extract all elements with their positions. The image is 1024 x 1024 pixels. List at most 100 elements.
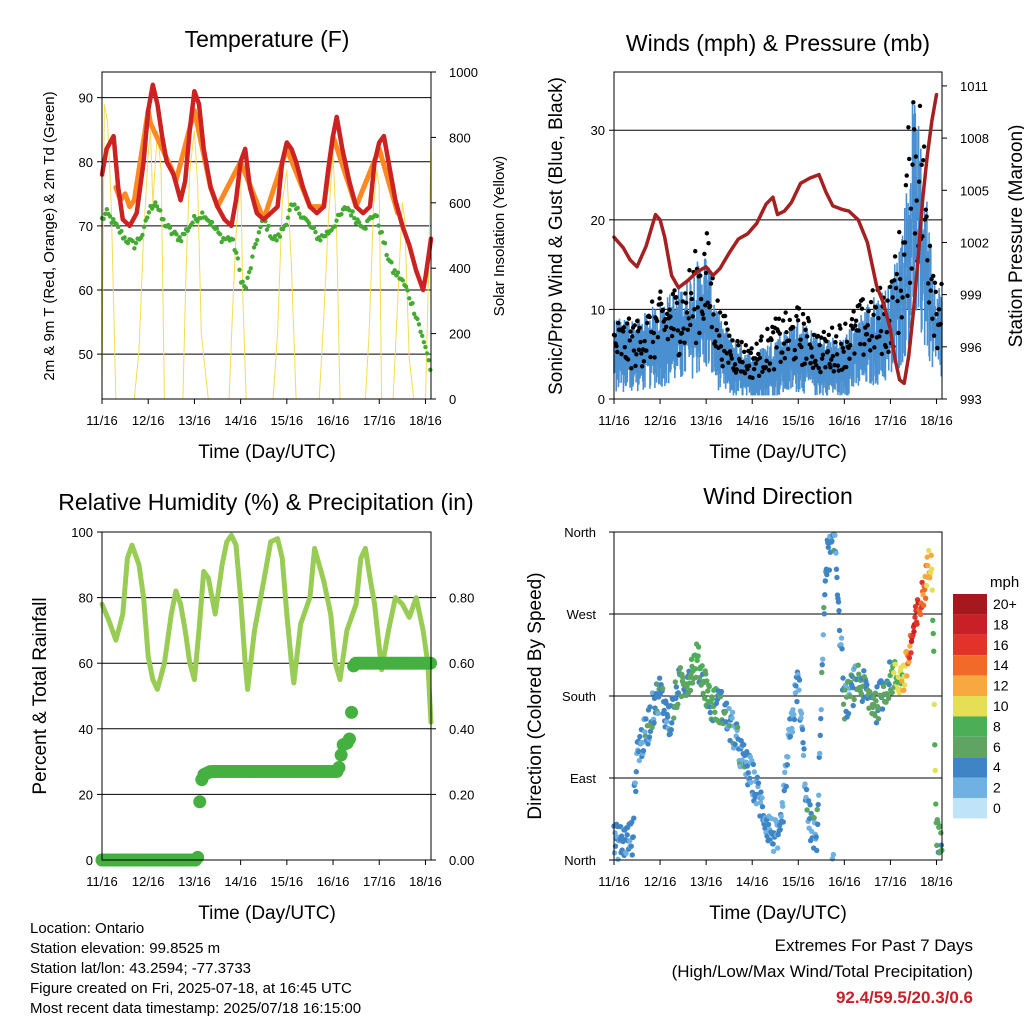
gust-point	[757, 355, 763, 361]
direction-point	[631, 815, 637, 821]
gust-point	[862, 341, 867, 347]
precip-point	[345, 705, 359, 719]
direction-point	[873, 720, 880, 726]
gust-point	[725, 327, 730, 332]
direction-point	[919, 579, 925, 586]
direction-point	[704, 678, 710, 684]
gust-point	[723, 321, 729, 326]
gust-point	[719, 357, 724, 362]
direction-point	[911, 628, 917, 635]
direction-point	[664, 719, 670, 725]
direction-plot-frame	[613, 531, 943, 861]
direction-point	[744, 763, 750, 769]
direction-point	[818, 706, 824, 713]
gust-point	[934, 312, 939, 317]
gust-point	[853, 318, 859, 323]
direction-point	[934, 842, 940, 849]
gust-point	[913, 154, 919, 159]
y2-tick-label: 1005	[960, 183, 989, 198]
y2-tick-label: 0	[449, 392, 456, 407]
direction-point	[799, 726, 806, 733]
humidity-precip-panel: Relative Humidity (%) & Precipitation (i…	[30, 489, 474, 924]
y2-tick-label: 400	[449, 261, 471, 276]
direction-point	[689, 680, 696, 686]
dewpoint-point	[255, 237, 260, 243]
direction-point	[758, 789, 764, 795]
direction-point	[822, 592, 828, 598]
gust-point	[847, 356, 852, 361]
x-tick-label: 15/16	[782, 413, 815, 428]
x-tick-label: 11/16	[598, 413, 630, 428]
gust-point	[718, 344, 724, 349]
dewpoint-point	[115, 224, 121, 230]
direction-point	[815, 821, 821, 827]
gust-point	[787, 317, 792, 323]
dewpoint-point	[374, 213, 380, 219]
y2-tick-label: 0.00	[449, 853, 474, 868]
dewpoint-point	[421, 339, 427, 345]
gust-point	[796, 306, 802, 311]
legend-swatch	[953, 757, 987, 778]
direction-point	[791, 716, 798, 723]
gust-point	[753, 361, 758, 366]
gust-point	[921, 144, 927, 149]
direction-point	[671, 715, 677, 721]
dewpoint-point	[240, 279, 245, 284]
gust-point	[700, 311, 705, 317]
legend-swatch	[953, 777, 987, 798]
direction-point	[925, 547, 932, 554]
gust-point	[748, 350, 754, 356]
gust-point	[695, 305, 700, 310]
gust-point	[674, 300, 680, 306]
dewpoint-point	[200, 210, 205, 215]
legend-swatch	[953, 655, 987, 676]
gust-point	[709, 324, 715, 330]
x-tick-label: 16/16	[317, 874, 350, 889]
gust-point	[654, 318, 660, 324]
gust-point	[764, 358, 769, 364]
direction-point	[928, 552, 934, 559]
gust-point	[811, 332, 817, 338]
gust-point	[850, 326, 856, 331]
gust-point	[644, 320, 650, 326]
gust-point	[936, 307, 942, 312]
direction-point	[636, 748, 642, 755]
direction-point	[637, 733, 643, 740]
gust-point	[780, 350, 785, 355]
y-tick-label: 60	[79, 283, 93, 298]
direction-point	[645, 741, 651, 747]
x-tick-label: 13/16	[690, 413, 723, 428]
direction-point	[640, 747, 647, 754]
direction-point	[684, 684, 690, 690]
direction-point	[737, 763, 743, 770]
direction-point	[726, 722, 733, 729]
direction-point	[803, 786, 810, 793]
gust-point	[639, 351, 644, 356]
dewpoint-point	[107, 214, 113, 219]
direction-point	[802, 781, 808, 787]
dewpoint-point	[153, 200, 158, 205]
direction-point	[872, 690, 879, 696]
gust-point	[780, 318, 786, 323]
direction-xlabel: Time (Day/UTC)	[709, 903, 847, 924]
direction-point	[618, 833, 625, 839]
gust-point	[919, 162, 924, 168]
direction-point	[791, 711, 797, 718]
direction-point	[651, 720, 657, 726]
legend-swatch	[953, 594, 987, 615]
gust-point	[806, 318, 812, 324]
gust-point	[804, 356, 809, 361]
gust-point	[840, 345, 846, 351]
x-tick-label: 17/16	[874, 413, 907, 428]
dewpoint-point	[407, 296, 412, 301]
direction-point	[820, 656, 826, 662]
x-tick-label: 12/16	[132, 413, 165, 428]
dewpoint-point	[339, 211, 344, 217]
dewpoint-point	[297, 211, 302, 216]
direction-point	[907, 643, 913, 649]
gust-point	[870, 288, 875, 293]
direction-point	[927, 575, 933, 581]
gust-point	[805, 334, 810, 339]
x-tick-label: 11/16	[86, 413, 118, 428]
gust-point	[886, 349, 891, 355]
